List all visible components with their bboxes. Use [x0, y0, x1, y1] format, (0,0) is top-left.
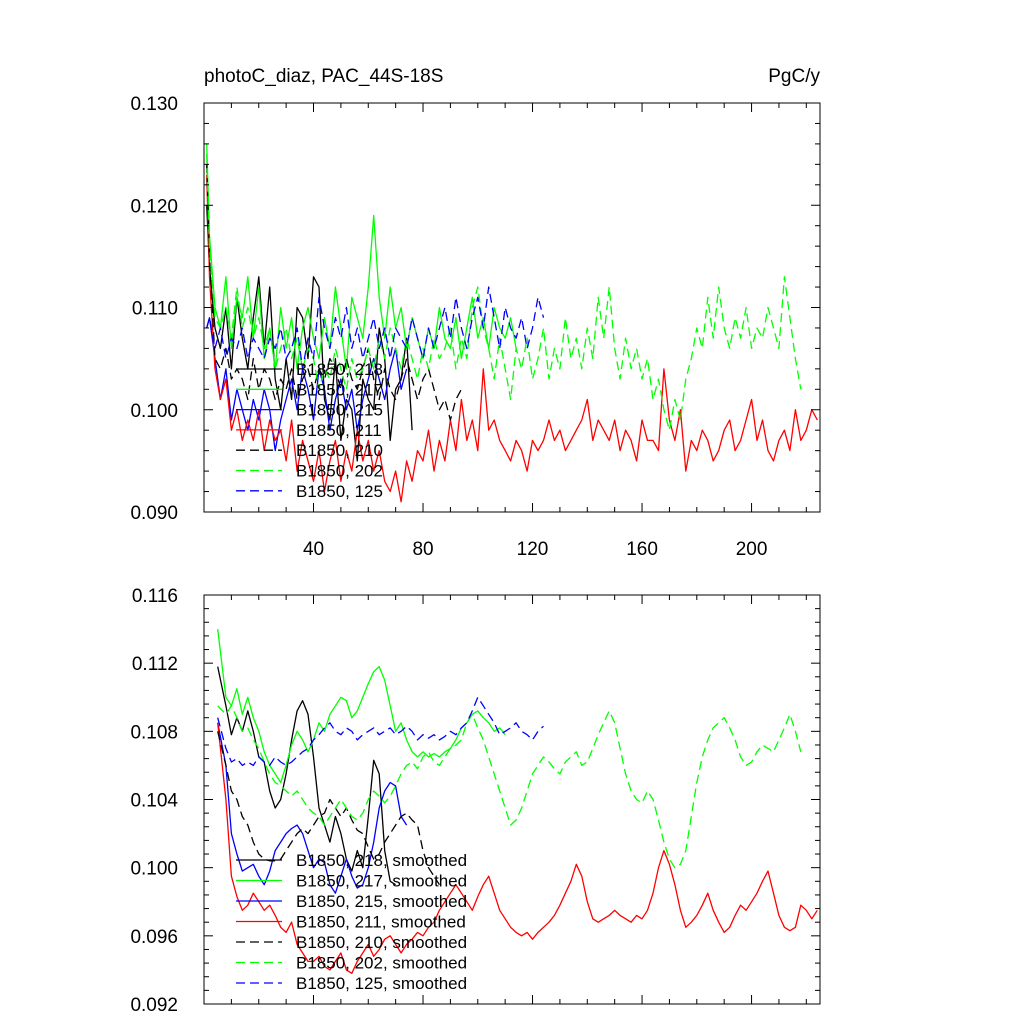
series-line-b1850-218-smoothed: [217, 666, 396, 886]
series-line-b1850-210: [206, 164, 462, 421]
x-tick-label: 80: [412, 539, 433, 560]
series-line-b1850-211: [206, 174, 818, 503]
top-panel-title: photoC_diaz, PAC_44S-18S: [204, 66, 443, 87]
y-tick-label: 0.100: [130, 859, 178, 880]
bottom-panel-series: [217, 629, 818, 974]
bottom-panel-axes: 0.092 0.096 0.100 0.104 0.108 0.112 0.116: [130, 586, 821, 1016]
x-tick-label: 160: [626, 539, 658, 560]
y-tick-label: 0.104: [130, 791, 178, 812]
x-tick-label: 200: [736, 539, 768, 560]
legend-label-b1850-218: B1850, 218: [296, 360, 383, 379]
series-line-b1850-215-smoothed: [217, 722, 408, 894]
legend-label-b1850-215-smoothed: B1850, 215, smoothed: [296, 892, 467, 911]
legend-label-b1850-125-smoothed: B1850, 125, smoothed: [296, 974, 467, 993]
y-tick-label: 0.116: [132, 586, 178, 607]
series-line-b1850-217-smoothed: [217, 629, 506, 784]
y-tick-label: 0.100: [130, 401, 178, 422]
x-tick-label: 120: [517, 539, 549, 560]
y-tick-label: 0.092: [130, 995, 178, 1016]
top-panel-series: [206, 143, 818, 503]
legend-label-b1850-217-smoothed: B1850, 217, smoothed: [296, 872, 467, 891]
series-line-b1850-218: [206, 205, 413, 462]
top-panel-axes: 0.090 0.100 0.110 0.120 0.130 40 80 120 160 200: [130, 94, 821, 560]
series-line-b1850-202-smoothed: [217, 705, 802, 869]
y-tick-label: 0.110: [132, 299, 178, 320]
legend-label-b1850-202-smoothed: B1850, 202, smoothed: [296, 954, 467, 973]
y-tick-label: 0.120: [130, 196, 178, 217]
legend-label-b1850-210-smoothed: B1850, 210, smoothed: [296, 933, 467, 952]
series-line-b1850-125-smoothed: [217, 696, 544, 767]
y-tick-label: 0.096: [130, 927, 178, 948]
y-tick-label: 0.090: [130, 503, 178, 524]
bottom-panel: B1850, 218, smoothed B1850, 217, smoothed…: [130, 586, 821, 1016]
legend-label-b1850-125: B1850, 125: [296, 482, 383, 501]
legend-label-b1850-218-smoothed: B1850, 218, smoothed: [296, 851, 467, 870]
series-line-b1850-217: [206, 143, 517, 370]
top-panel-units: PgC/y: [768, 66, 820, 87]
bottom-panel-legend: B1850, 218, smoothed B1850, 217, smoothed…: [236, 851, 467, 993]
legend-label-b1850-215: B1850, 215: [296, 401, 383, 420]
series-line-b1850-211-smoothed: [217, 722, 818, 974]
y-tick-label: 0.108: [130, 722, 178, 743]
series-line-b1850-125: [206, 286, 545, 370]
legend-label-b1850-211: B1850, 211: [296, 421, 382, 440]
legend-label-b1850-217: B1850, 217: [296, 380, 383, 399]
legend-label-b1850-211-smoothed: B1850, 211, smoothed: [296, 913, 466, 932]
legend-label-b1850-202: B1850, 202: [296, 462, 383, 481]
x-tick-label: 40: [303, 539, 324, 560]
y-tick-label: 0.130: [130, 94, 178, 115]
top-panel: photoC_diaz, PAC_44S-18S PgC/y B1850, 21…: [130, 66, 821, 560]
y-tick-label: 0.112: [132, 654, 178, 675]
legend-label-b1850-210: B1850, 210: [296, 441, 383, 460]
series-line-b1850-215: [206, 317, 408, 452]
series-line-b1850-210-smoothed: [217, 731, 440, 886]
